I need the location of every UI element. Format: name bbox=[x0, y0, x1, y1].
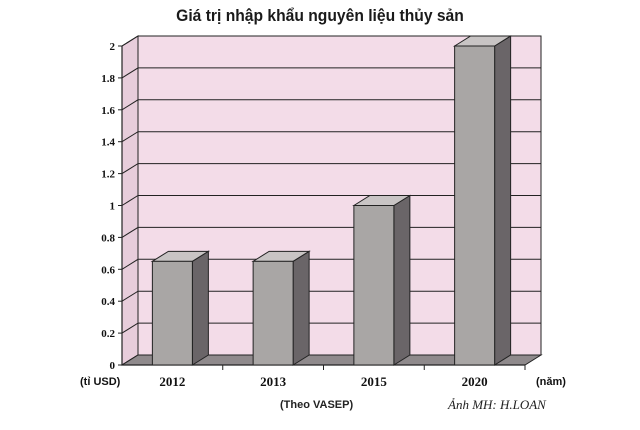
y-tick-label: 2 bbox=[110, 41, 116, 53]
image-credit: Ảnh MH: H.LOAN bbox=[448, 397, 546, 412]
y-tick-label: 0.6 bbox=[101, 264, 115, 276]
gridline bbox=[121, 67, 541, 79]
y-tick-label: 0 bbox=[110, 360, 116, 372]
y-tick-label: 1.8 bbox=[101, 73, 115, 85]
y-axis-unit: (tỉ USD) bbox=[80, 376, 121, 388]
x-tick-label: 2015 bbox=[361, 374, 388, 389]
bar-side bbox=[393, 194, 411, 366]
x-axis-unit: (năm) bbox=[536, 376, 566, 388]
gridline bbox=[121, 35, 541, 47]
bar bbox=[252, 260, 294, 366]
x-tick-label: 2020 bbox=[462, 374, 488, 389]
y-tick-label: 0.8 bbox=[101, 232, 115, 244]
bar-side bbox=[292, 250, 310, 366]
y-tick-label: 0.4 bbox=[101, 296, 115, 308]
bar-side bbox=[494, 35, 512, 366]
y-tick-label: 1 bbox=[110, 201, 116, 213]
y-tick-label: 1.6 bbox=[101, 105, 115, 117]
y-tick-label: 1.4 bbox=[101, 137, 115, 149]
source-note: (Theo VASEP) bbox=[280, 399, 354, 411]
x-tick-label: 2013 bbox=[260, 374, 287, 389]
y-tick-label: 0.2 bbox=[101, 328, 115, 340]
bar bbox=[454, 45, 496, 366]
bar-side bbox=[191, 250, 209, 366]
y-tick-label: 1.2 bbox=[101, 169, 115, 181]
bar bbox=[151, 260, 193, 366]
bar bbox=[353, 205, 395, 366]
x-tick-label: 2012 bbox=[159, 374, 185, 389]
gridline bbox=[121, 99, 541, 111]
gridline bbox=[121, 163, 541, 175]
gridline bbox=[121, 131, 541, 143]
chart-title: Giá trị nhập khẩu nguyên liệu thủy sản bbox=[176, 6, 464, 25]
